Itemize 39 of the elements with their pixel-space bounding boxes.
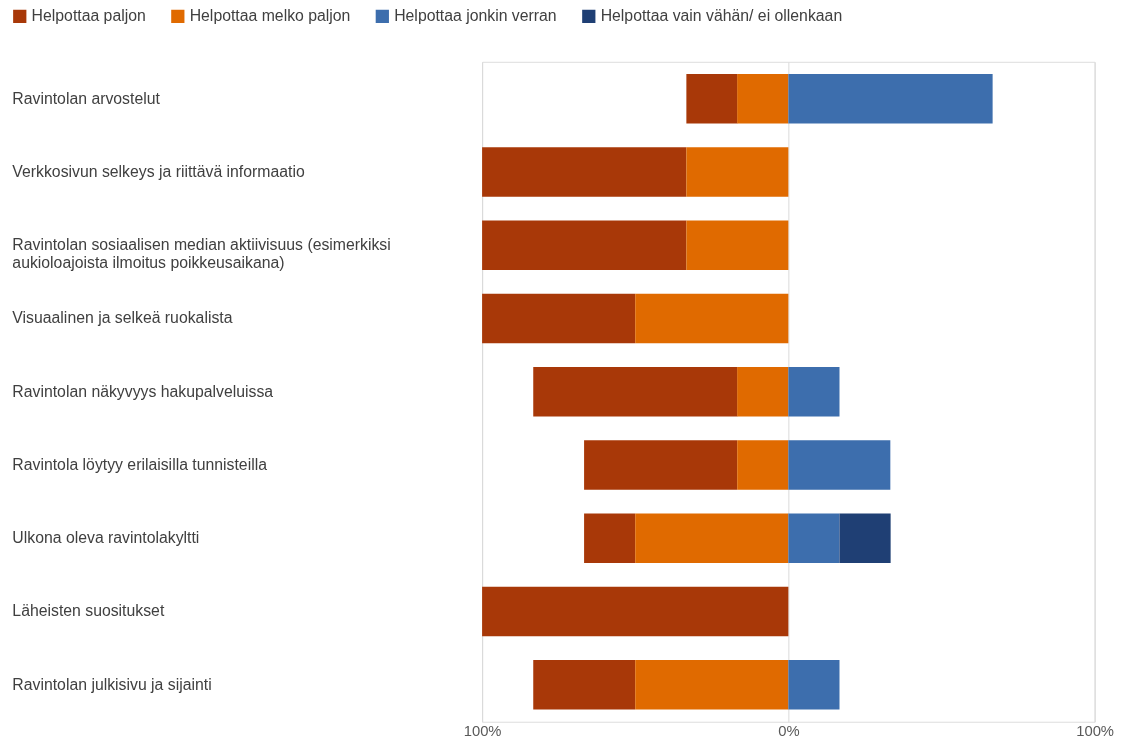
bar: [533, 367, 738, 417]
y-tick-label: Läheisten suositukset: [12, 602, 165, 620]
bar: [788, 513, 840, 563]
y-tick-label: Ravintolan näkyvyys hakupalveluissa: [12, 382, 274, 400]
bar: [788, 660, 840, 710]
bar: [839, 513, 891, 563]
bar: [635, 293, 789, 344]
y-tick-label: Ulkona oleva ravintolakyltti: [12, 529, 200, 547]
bar: [788, 440, 891, 490]
y-tick-label: Ravintolan arvostelut: [12, 89, 161, 107]
bar: [686, 74, 738, 124]
legend-label: Helpottaa paljon: [31, 7, 146, 25]
bar: [584, 440, 738, 490]
bar: [635, 513, 789, 563]
bar: [686, 147, 789, 197]
legend-label: Helpottaa melko paljon: [189, 7, 351, 25]
bar: [737, 74, 789, 124]
x-tick-label: 0%: [778, 723, 800, 740]
bar: [584, 513, 636, 563]
y-tick-label: Verkkosivun selkeys ja riittävä informaatio: [12, 162, 305, 180]
bar: [737, 440, 789, 490]
bar: [737, 367, 789, 417]
y-tick-label: Ravintolan julkisivu ja sijainti: [12, 675, 212, 693]
bar: [788, 74, 993, 124]
y-tick-label: Ravintola löytyy erilaisilla tunnisteilla: [12, 455, 268, 473]
legend-label: Helpottaa jonkin verran: [394, 7, 557, 25]
bar: [482, 147, 687, 197]
legend-label: Helpottaa vain vähän/ ei ollenkaan: [600, 7, 843, 25]
bar: [482, 293, 636, 344]
bar: [482, 220, 687, 270]
bar: [686, 220, 789, 270]
bar: [635, 660, 789, 710]
bar: [788, 367, 840, 417]
bar: [482, 586, 789, 637]
y-tick-label: Visuaalinen ja selkeä ruokalista: [12, 309, 233, 327]
x-tick-label: 100%: [463, 723, 502, 740]
bar: [533, 660, 636, 710]
x-tick-label: 100%: [1076, 723, 1115, 740]
y-tick-label: Ravintolan sosiaalisen median aktiivisuus (esimerkiksi aukioloajoista ilmoitus poikkeusaikana): [12, 236, 391, 272]
